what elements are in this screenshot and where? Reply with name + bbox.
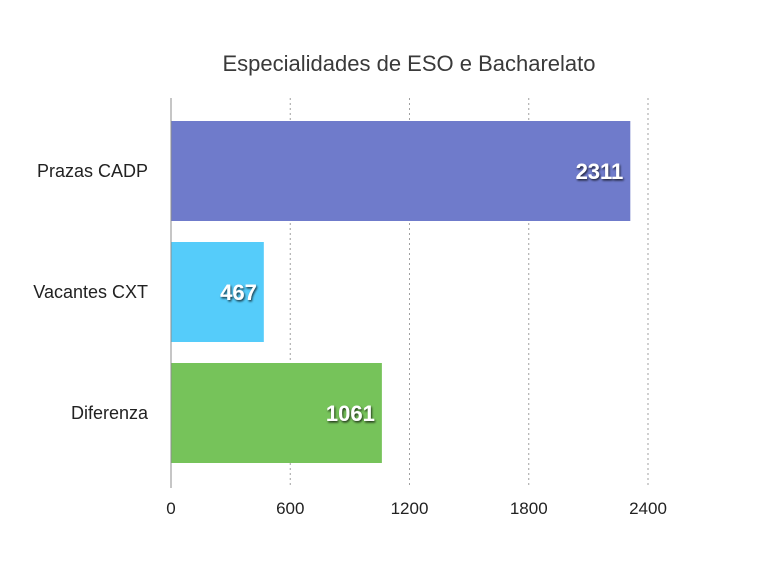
bar: [171, 121, 631, 221]
x-tick-label: 2400: [629, 499, 667, 518]
category-labels: Prazas CADP Vacantes CXT Diferenza: [33, 161, 149, 423]
x-tick-label: 600: [276, 499, 304, 518]
x-axis-tick-labels: 0 600 1200 1800 2400: [166, 499, 667, 518]
bar-value-label: 1061: [326, 401, 375, 426]
bar: [171, 363, 382, 463]
category-label: Diferenza: [71, 403, 149, 423]
bars: 2311 467 1061: [171, 121, 631, 463]
x-tick-label: 0: [166, 499, 175, 518]
x-tick-label: 1200: [391, 499, 429, 518]
bar-value-label: 467: [220, 280, 257, 305]
category-label: Prazas CADP: [37, 161, 148, 181]
category-label: Vacantes CXT: [33, 282, 148, 302]
bar: [171, 242, 264, 342]
chart-title: Especialidades de ESO e Bacharelato: [222, 51, 595, 76]
bar-value-label: 2311: [576, 159, 624, 184]
x-tick-label: 1800: [510, 499, 548, 518]
